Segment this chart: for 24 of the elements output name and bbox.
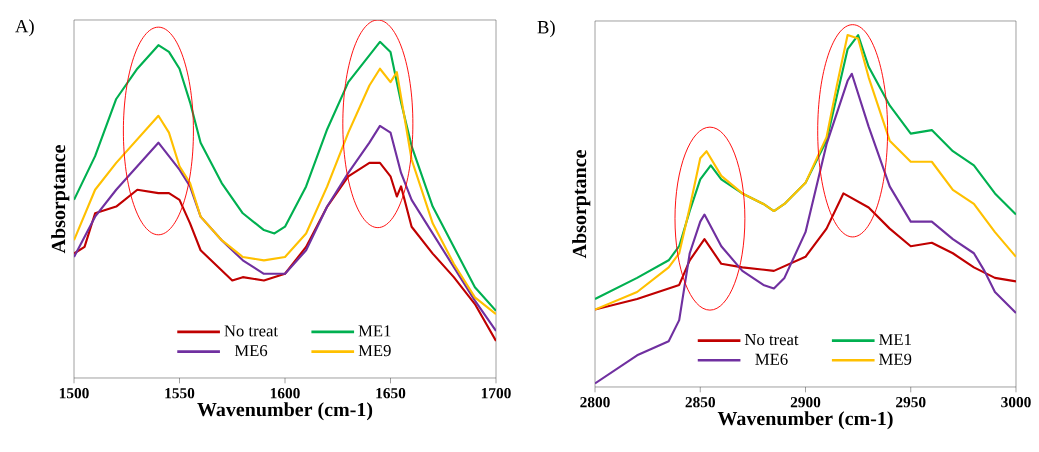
x-tick-label: 2950	[896, 397, 926, 408]
x-tick-label: 2900	[790, 397, 821, 408]
y-axis-title: Absorptance	[51, 145, 70, 254]
legend-label: No treat	[224, 325, 278, 337]
legend-label: ME1	[879, 334, 911, 346]
x-axis-title: Wavenumber (cm-1)	[197, 402, 373, 421]
x-tick-label: 2850	[685, 397, 716, 408]
x-tick-label: 1550	[165, 388, 195, 399]
legend-label: ME1	[358, 325, 391, 337]
legend-label: ME6	[755, 353, 788, 365]
x-tick-label: 1500	[59, 388, 89, 399]
x-axis-title: Wavenumber (cm-1)	[717, 411, 893, 430]
x-tick-label: 1600	[270, 388, 300, 399]
y-axis-title: Absorptance	[572, 150, 591, 259]
legend-label: No treat	[744, 334, 799, 346]
x-tick-label: 3000	[1001, 397, 1031, 408]
x-tick-label: 1700	[481, 388, 511, 399]
legend-label: ME9	[358, 345, 391, 357]
x-tick-label: 1650	[376, 388, 406, 399]
legend-label: ME6	[234, 345, 268, 357]
legend-label: ME9	[879, 353, 912, 365]
chart-title: B)	[537, 20, 555, 38]
x-tick-label: 2800	[580, 397, 610, 408]
chart-title: A)	[15, 19, 34, 37]
